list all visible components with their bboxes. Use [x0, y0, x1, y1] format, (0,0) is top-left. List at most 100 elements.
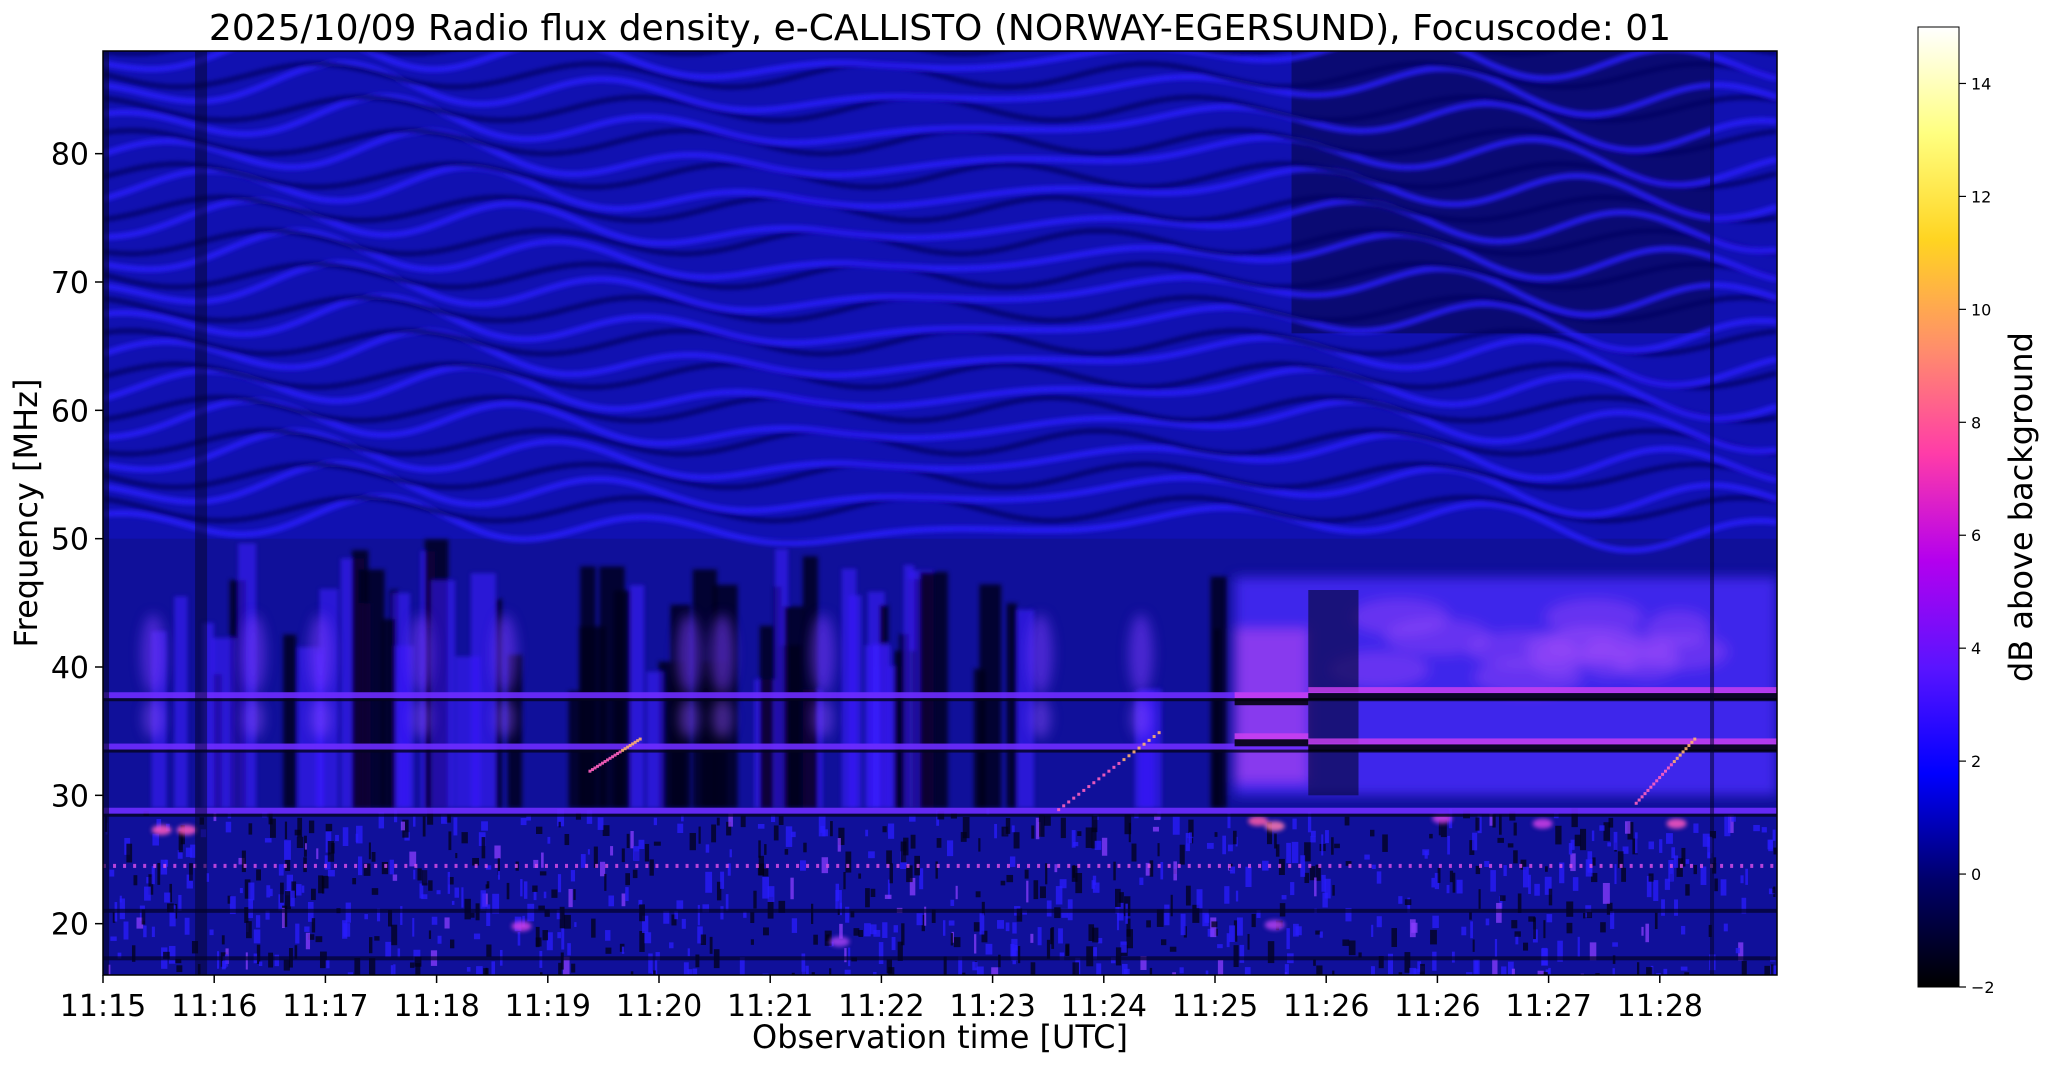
drift-point [1057, 808, 1061, 812]
dotted-line-segment [1579, 863, 1583, 868]
drift-point [621, 748, 625, 752]
dotted-line-segment [725, 863, 729, 868]
drift-point [1675, 756, 1679, 760]
drift-point [628, 744, 632, 747]
dotted-line-segment [1428, 863, 1432, 868]
dotted-line-segment [1157, 863, 1161, 868]
dotted-line-segment [354, 863, 358, 868]
dotted-line-segment [1127, 863, 1131, 868]
dotted-line-segment [1167, 863, 1171, 868]
dotted-line-segment [223, 863, 227, 868]
x-tick-label: 11:18 [393, 989, 479, 1024]
drift-point [1067, 800, 1071, 804]
drift-point [638, 737, 642, 741]
dotted-line-segment [434, 863, 438, 868]
vertical-stripes [151, 539, 1227, 809]
drift-point [1092, 781, 1096, 785]
dotted-line-segment [243, 863, 247, 868]
drift-point [1112, 765, 1116, 769]
dotted-line-segment [233, 863, 237, 868]
dotted-line-segment [1308, 863, 1312, 868]
dotted-line-segment [1418, 863, 1422, 868]
drift-point [618, 750, 622, 754]
drift-point [603, 760, 607, 764]
dotted-line-segment [1358, 863, 1362, 868]
dotted-line-segment [685, 863, 689, 868]
dotted-line-segment [705, 863, 709, 868]
dotted-line-segment [1549, 863, 1553, 868]
drift-point [590, 768, 594, 772]
dotted-line-segment [183, 863, 187, 868]
dotted-line-segment [906, 863, 910, 868]
dotted-line-segment [283, 863, 287, 868]
drift-point [1649, 785, 1653, 789]
x-tick-label: 11:20 [616, 989, 702, 1024]
drift-point [1082, 788, 1086, 792]
dotted-line-segment [1720, 863, 1724, 868]
dotted-line-segment [1237, 863, 1241, 868]
dotted-line-segment [585, 863, 589, 868]
shifted-line [1234, 692, 1309, 699]
dotted-line-segment [1117, 863, 1121, 868]
y-tick-label: 70 [51, 266, 89, 301]
dotted-line-segment [1669, 863, 1673, 868]
dotted-line-segment [1529, 863, 1533, 868]
x-tick-label: 11:16 [171, 989, 257, 1024]
dotted-line-segment [163, 863, 167, 868]
drift-point [1077, 792, 1081, 796]
dotted-line-segment [836, 863, 840, 868]
dotted-line-segment [1699, 863, 1703, 868]
shifted-line [1234, 733, 1309, 740]
drift-point [1678, 753, 1682, 757]
dotted-line-segment [1047, 863, 1051, 868]
dotted-line-segment [444, 863, 448, 868]
dotted-line-segment [544, 863, 548, 868]
dotted-line-segment [916, 863, 920, 868]
dotted-line-segment [715, 863, 719, 868]
drift-point [616, 752, 620, 756]
dotted-line-segment [253, 863, 257, 868]
x-tick-label: 11:21 [727, 989, 813, 1024]
dotted-line-segment [1368, 863, 1372, 868]
dotted-line-segment [896, 863, 900, 868]
dotted-line-segment [1489, 863, 1493, 868]
y-tick-label: 60 [51, 394, 89, 429]
edge-band [1710, 51, 1715, 975]
drift-point [1097, 777, 1101, 781]
y-tick-label: 40 [51, 651, 89, 686]
plot-frame [102, 50, 1778, 976]
x-tick-label: 11:26 [1394, 989, 1480, 1024]
x-tick-label: 11:24 [1061, 989, 1147, 1024]
y-tick-label: 50 [51, 523, 89, 558]
dotted-line-segment [1479, 863, 1483, 868]
dotted-line-segment [1559, 863, 1563, 868]
shifted-line [1308, 738, 1777, 745]
y-axis-label: Frequency [MHz] [7, 379, 45, 648]
dotted-line-segment [565, 863, 569, 868]
colorbar-tick-label: 6 [1971, 526, 1981, 545]
x-tick-label: 11:17 [282, 989, 368, 1024]
dotted-line-segment [504, 863, 508, 868]
drift-point [1640, 795, 1644, 799]
dotted-line-segment [1689, 863, 1693, 868]
dotted-line-segment [926, 863, 930, 868]
drift-point [1142, 742, 1146, 746]
x-tick-label: 11:28 [1617, 989, 1703, 1024]
drift-point [1102, 773, 1106, 777]
dotted-line-segment [464, 863, 468, 868]
drift-point [1693, 737, 1697, 741]
dotted-line-segment [313, 863, 317, 868]
dotted-line-segment [484, 863, 488, 868]
axis-ticks: 20 30 40 50 60 70 80 11:15 11:16 11:17 11:18 11:19 1… [51, 138, 1703, 1024]
dotted-line-segment [303, 863, 307, 868]
edge-band [195, 51, 208, 975]
dotted-line-segment [1679, 863, 1683, 868]
dotted-line-segment [1298, 863, 1302, 868]
y-tick-label: 30 [51, 779, 89, 814]
wavy-stripes [103, 51, 1777, 554]
drift-point [1643, 792, 1647, 796]
dotted-line-segment [775, 863, 779, 868]
dotted-line-segment [1288, 863, 1292, 868]
drift-point [1062, 804, 1066, 808]
dotted-line-segment [293, 863, 297, 868]
